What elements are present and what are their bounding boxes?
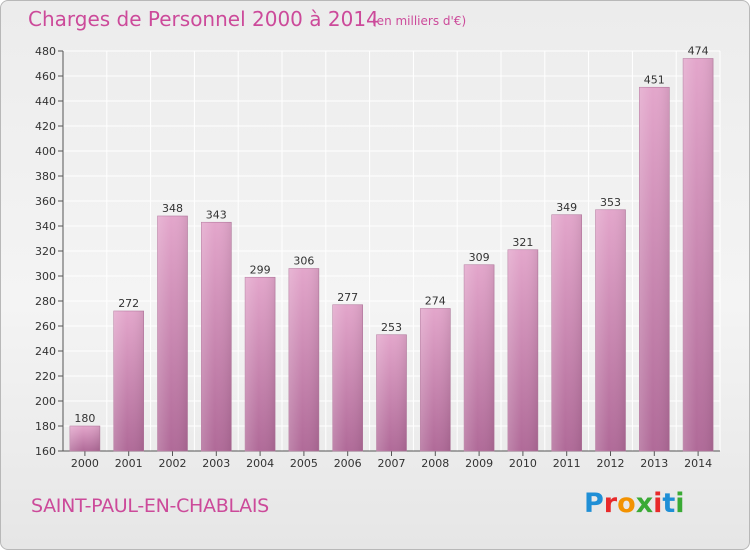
logo-letter: x — [635, 488, 654, 519]
bar-highlight — [639, 87, 670, 451]
proxiti-logo: Proxiti — [584, 488, 685, 519]
x-tick-label-2007: 2007 — [378, 457, 406, 470]
data-label-2003: 343 — [206, 208, 227, 221]
bar-highlight — [69, 426, 100, 451]
x-tick-label-2013: 2013 — [640, 457, 668, 470]
data-label-2007: 253 — [381, 321, 402, 334]
bar-highlight — [376, 334, 407, 451]
bar-highlight — [157, 216, 188, 451]
y-tick-label: 160 — [35, 445, 56, 458]
logo-letter: r — [603, 488, 618, 519]
bar-highlight — [245, 277, 276, 451]
y-tick-label: 440 — [35, 95, 56, 108]
data-label-2004: 299 — [250, 263, 271, 276]
y-tick-label: 180 — [35, 420, 56, 433]
bar-highlight — [551, 214, 582, 451]
y-tick-label: 300 — [35, 270, 56, 283]
x-tick-label-2004: 2004 — [246, 457, 274, 470]
data-label-2008: 274 — [425, 295, 446, 308]
data-label-2006: 277 — [337, 291, 358, 304]
y-tick-label: 240 — [35, 345, 56, 358]
y-tick-label: 380 — [35, 170, 56, 183]
logo-letter: P — [584, 488, 604, 519]
logo-letter: o — [617, 488, 636, 519]
bar-highlight — [507, 249, 538, 451]
y-tick-label: 360 — [35, 195, 56, 208]
y-tick-label: 320 — [35, 245, 56, 258]
y-tick-label: 400 — [35, 145, 56, 158]
data-label-2001: 272 — [118, 297, 139, 310]
y-tick-label: 480 — [35, 45, 56, 58]
data-label-2013: 451 — [644, 73, 665, 86]
chart-title: Charges de Personnel 2000 à 2014 — [28, 7, 379, 31]
data-label-2011: 349 — [556, 201, 577, 214]
y-tick-label: 420 — [35, 120, 56, 133]
x-tick-label-2006: 2006 — [334, 457, 362, 470]
y-tick-label: 220 — [35, 370, 56, 383]
logo-letter: i — [675, 488, 685, 519]
x-tick-label-2005: 2005 — [290, 457, 318, 470]
logo-letter: t — [662, 488, 676, 519]
logo-letter: i — [653, 488, 663, 519]
x-tick-label-2011: 2011 — [553, 457, 581, 470]
bar-highlight — [464, 264, 495, 451]
x-tick-label-2001: 2001 — [115, 457, 143, 470]
bar-highlight — [201, 222, 232, 451]
bars — [69, 58, 714, 452]
x-tick-label-2010: 2010 — [509, 457, 537, 470]
y-tick-label: 260 — [35, 320, 56, 333]
x-tick-label-2002: 2002 — [159, 457, 187, 470]
x-tick-label-2003: 2003 — [202, 457, 230, 470]
x-tick-label-2000: 2000 — [71, 457, 99, 470]
bar-highlight — [288, 268, 319, 451]
y-tick-label: 280 — [35, 295, 56, 308]
data-label-2010: 321 — [512, 236, 533, 249]
y-tick-label: 340 — [35, 220, 56, 233]
x-tick-label-2009: 2009 — [465, 457, 493, 470]
y-tick-label: 200 — [35, 395, 56, 408]
x-tick-label-2012: 2012 — [597, 457, 625, 470]
x-tick-label-2008: 2008 — [421, 457, 449, 470]
data-label-2012: 353 — [600, 196, 621, 209]
y-tick-label: 460 — [35, 70, 56, 83]
bar-highlight — [420, 308, 451, 451]
bar-highlight — [595, 209, 626, 451]
bar-highlight — [113, 311, 144, 451]
chart-subtitle: (en milliers d'€) — [372, 14, 467, 28]
x-tick-label-2014: 2014 — [684, 457, 712, 470]
bar-highlight — [332, 304, 363, 451]
data-label-2009: 309 — [469, 251, 490, 264]
data-label-2000: 180 — [74, 412, 95, 425]
data-label-2002: 348 — [162, 202, 183, 215]
data-labels: 180 272 348 343 299 306 277 253 274 309 321 349 353 4… — [74, 45, 708, 426]
commune-name: SAINT-PAUL-EN-CHABLAIS — [31, 495, 269, 517]
data-label-2005: 306 — [293, 255, 314, 268]
bar-highlight — [683, 58, 714, 451]
data-label-2014: 474 — [688, 45, 709, 58]
